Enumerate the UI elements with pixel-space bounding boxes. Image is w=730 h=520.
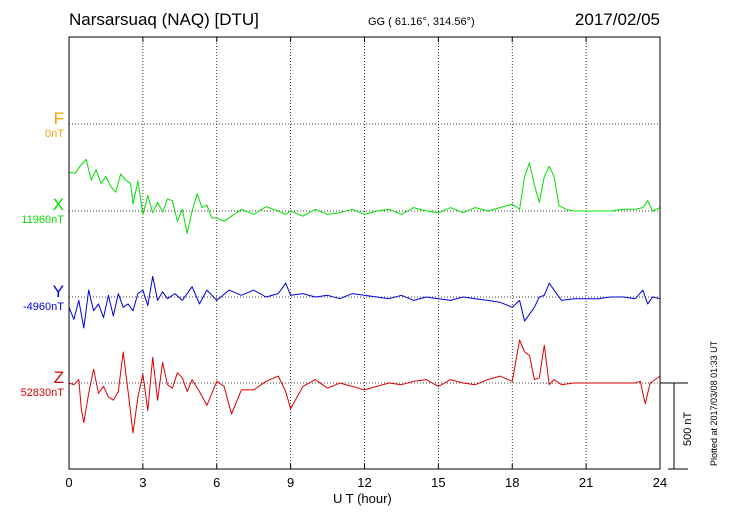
x-tick-label: 24 xyxy=(653,475,667,490)
component-label-x: X 11960nT xyxy=(21,196,64,227)
series-line-x xyxy=(68,158,661,234)
component-baseline: 52830nT xyxy=(20,387,64,399)
station-title: Narsarsuaq (NAQ) [DTU] xyxy=(69,10,259,29)
plot-frame xyxy=(68,36,661,470)
x-tick-label: 12 xyxy=(357,475,371,490)
x-tick-label: 9 xyxy=(287,475,294,490)
component-baseline: -4960nT xyxy=(23,301,64,313)
x-tick-label: 18 xyxy=(505,475,519,490)
component-label-y: Y -4960nT xyxy=(23,283,64,314)
series-line-y xyxy=(68,275,661,329)
x-axis-label: U T (hour) xyxy=(333,491,392,506)
component-name: X xyxy=(52,195,64,214)
station-coordinates: GG ( 61.16°, 314.56°) xyxy=(368,16,475,28)
scale-bar-label: 500 nT xyxy=(682,411,694,446)
plotted-timestamp: Plotted at 2017/03/08 01:33 UT xyxy=(709,340,719,466)
component-label-f: F 0nT xyxy=(45,110,64,141)
x-tick-label: 0 xyxy=(65,475,72,490)
series-line-z xyxy=(68,339,661,434)
component-name: F xyxy=(53,109,64,128)
x-tick-label: 3 xyxy=(139,475,146,490)
x-tick-labels: 0 3 6 9 12 15 18 21 24 xyxy=(65,475,667,490)
x-tick-label: 15 xyxy=(431,475,445,490)
component-name: Z xyxy=(53,368,64,387)
component-baseline: 11960nT xyxy=(21,214,64,226)
component-name: Y xyxy=(52,282,64,301)
grid-lines xyxy=(68,37,661,469)
scale-bar xyxy=(660,382,688,470)
x-tick-label: 21 xyxy=(579,475,593,490)
plot-date: 2017/02/05 xyxy=(574,10,660,29)
component-baseline: 0nT xyxy=(45,128,64,140)
x-tick-label: 6 xyxy=(213,475,220,490)
component-label-z: Z 52830nT xyxy=(21,369,64,400)
series-layer xyxy=(68,158,661,434)
